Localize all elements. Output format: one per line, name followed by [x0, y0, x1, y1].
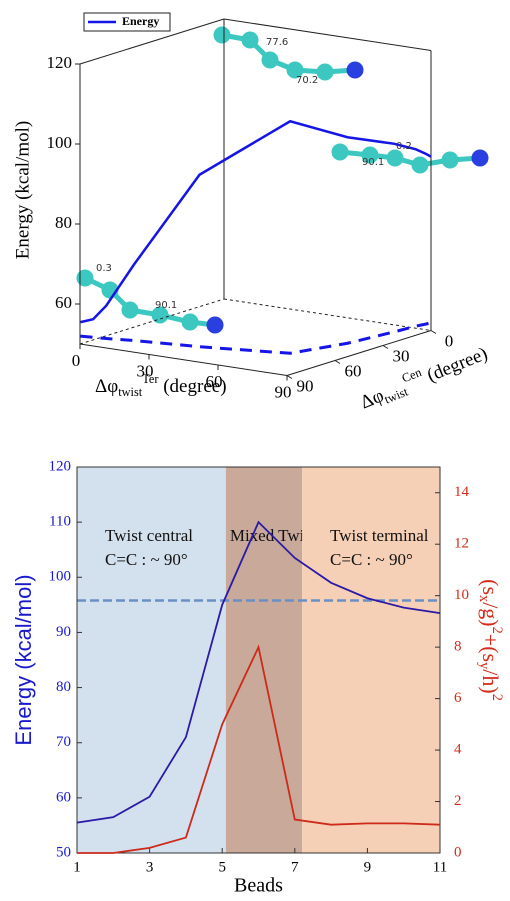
c-tick: [334, 360, 341, 364]
region-label: Twist central: [105, 526, 193, 545]
label-part: y: [476, 662, 492, 670]
y-tick-label: 50: [56, 844, 71, 860]
series-line: [76, 520, 441, 824]
y2-tick-label: 0: [454, 844, 462, 860]
region-label: Twist terminal: [330, 526, 429, 545]
x-tick-label: 3: [146, 859, 154, 875]
y2-axis-label: (sx/g)2+(sy/h)2: [476, 579, 505, 701]
y2-tick-label: 12: [454, 536, 469, 552]
y-axis-label: Energy (kcal/mol): [12, 121, 33, 259]
floor-projection: [80, 321, 432, 355]
box-edge: [223, 18, 432, 51]
y-tick-label: 120: [47, 53, 73, 72]
angle-annotation: 77.6: [266, 37, 288, 48]
c-tick-label: 90: [297, 376, 314, 395]
y2-tick-label: 6: [454, 690, 462, 706]
legend-label: Energy: [122, 14, 159, 28]
label-part: (degree): [420, 344, 491, 389]
x-tick-label: 9: [364, 859, 372, 875]
y-tick-label: 60: [56, 789, 71, 805]
label-part: (degree): [158, 376, 226, 397]
y2-tick-label: 2: [454, 793, 462, 809]
y-tick-label: 80: [55, 213, 72, 232]
y-tick-label: 100: [47, 133, 73, 152]
box-edge: [286, 330, 432, 376]
molecule-decor: [76, 26, 489, 334]
c-tick: [430, 330, 437, 334]
box-edge: [223, 298, 432, 331]
x-tick-label: 60: [206, 372, 223, 391]
box-edge: [79, 18, 225, 65]
y-tick-label: 120: [49, 458, 72, 474]
y-tick-label: 70: [56, 734, 71, 750]
label-part: twist: [382, 384, 410, 406]
legend-box: [83, 12, 171, 32]
x-tick-label: 5: [218, 859, 226, 875]
x-axis-label: ΔφtwistTer (degree): [95, 372, 227, 399]
label-part: +(s: [478, 634, 503, 662]
label-part: x: [476, 595, 492, 602]
series-line: [77, 644, 441, 854]
c-tick: [382, 345, 389, 349]
y-tick-label: 110: [49, 514, 71, 530]
box-edge: [79, 343, 288, 376]
label-part: Δφ: [358, 386, 387, 414]
c-tick-label: 30: [393, 346, 410, 365]
label-part: /h): [478, 669, 503, 693]
x-tick-label: 0: [72, 351, 81, 370]
label-part: twist: [118, 385, 143, 399]
y-tick-label: 90: [56, 624, 71, 640]
region-label: C=C : ~ 90°: [330, 550, 413, 569]
c-tick-label: 0: [445, 331, 454, 350]
label-part: (s: [478, 579, 503, 595]
y-tick-label: 60: [55, 293, 72, 312]
label-part: 2: [489, 694, 505, 701]
y2-tick-label: 8: [454, 639, 462, 655]
y2-tick-label: 4: [454, 742, 462, 758]
y-axis-label: Energy (kcal/mol): [11, 574, 36, 745]
x-axis-label: Beads: [234, 875, 283, 897]
label-part: Δφ: [95, 376, 118, 397]
y2-tick-label: 14: [454, 484, 470, 500]
region: [225, 467, 303, 853]
c-tick-label: 60: [345, 361, 362, 380]
x-tick-label: 1: [73, 859, 81, 875]
plot-frame: [76, 466, 441, 854]
label-part: Ter: [142, 372, 158, 386]
label-part: Cen: [400, 365, 424, 385]
x-tick-label: 7: [291, 859, 299, 875]
label-part: 2: [489, 627, 505, 634]
y-tick-label: 80: [56, 679, 71, 695]
y2-tick-label: 10: [454, 587, 469, 603]
region-label: C=C : ~ 90°: [105, 550, 188, 569]
label-part: /g): [478, 602, 503, 626]
energy-curve: [80, 119, 432, 324]
angle-annotation: 70.2: [296, 75, 318, 86]
angle-annotation: 90.1: [362, 157, 384, 168]
angle-annotation: 0.2: [396, 141, 412, 152]
x-tick-label: 11: [433, 859, 447, 875]
x-tick-label: 90: [275, 382, 292, 401]
y-tick-label: 100: [49, 569, 72, 585]
x-tick-label: 30: [137, 361, 154, 380]
angle-annotation: 90.1: [155, 300, 177, 311]
region: [302, 467, 440, 853]
c-tick: [286, 375, 293, 379]
c-axis-label: ΔφtwistCen (degree): [356, 339, 491, 415]
angle-annotation: 0.3: [96, 263, 112, 274]
box-edge: [79, 298, 225, 345]
